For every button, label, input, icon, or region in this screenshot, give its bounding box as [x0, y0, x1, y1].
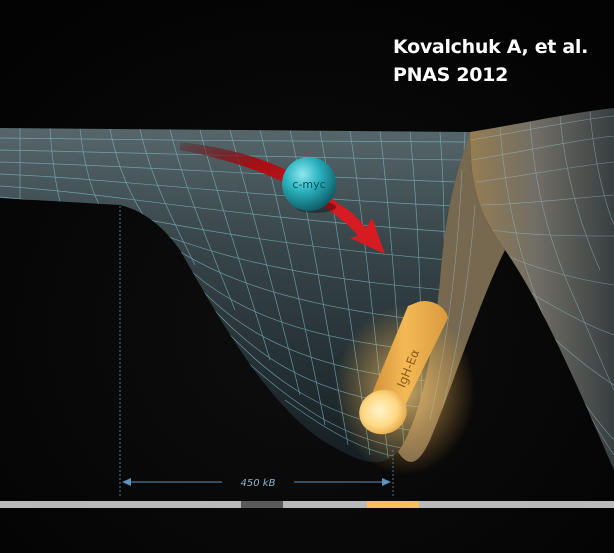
- chromosome-bar: [0, 501, 614, 508]
- citation: Kovalchuk A, et al. PNAS 2012: [393, 33, 588, 89]
- guide-lines: [119, 206, 394, 498]
- citation-journal: PNAS 2012: [393, 64, 509, 86]
- energy-surface-wall: [398, 108, 614, 470]
- c-myc-locus-segment: [241, 501, 283, 508]
- igh-locus-segment: [367, 501, 419, 508]
- igh-ea-enhancer-rod: IgH-Eα: [359, 300, 448, 435]
- citation-authors: Kovalchuk A, et al.: [393, 36, 589, 58]
- distance-label: 450 kB: [241, 478, 276, 489]
- ball-label: c-myc: [292, 178, 325, 191]
- c-myc-ball: c-myc: [282, 157, 336, 213]
- trajectory-arrow: [180, 142, 385, 254]
- distance-indicator: 450 kB: [122, 478, 391, 489]
